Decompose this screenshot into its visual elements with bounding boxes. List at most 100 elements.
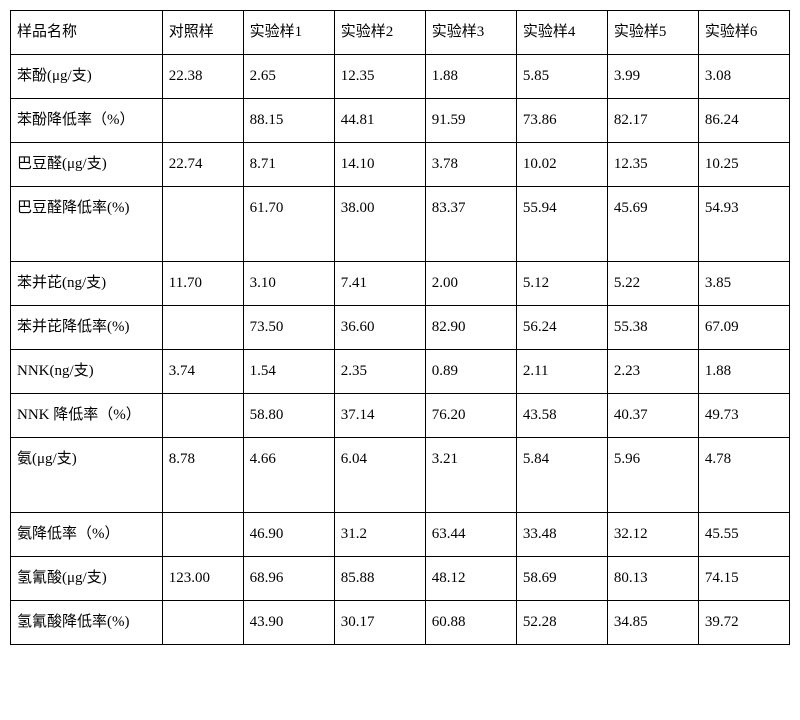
row-label: 氢氰酸降低率(%) [11,601,163,645]
cell-value: 2.00 [425,262,516,306]
col-header: 实验样2 [334,11,425,55]
cell-value: 1.88 [698,350,789,394]
table-row: 苯并芘降低率(%)73.5036.6082.9056.2455.3867.09 [11,306,790,350]
cell-value: 37.14 [334,394,425,438]
cell-value: 58.69 [516,557,607,601]
cell-value: 55.94 [516,187,607,262]
cell-value: 2.23 [607,350,698,394]
cell-value: 2.11 [516,350,607,394]
row-label: NNK 降低率（%） [11,394,163,438]
cell-value: 0.89 [425,350,516,394]
col-header: 实验样1 [243,11,334,55]
cell-value: 6.04 [334,438,425,513]
cell-value: 3.10 [243,262,334,306]
table-row: 巴豆醛降低率(%)61.7038.0083.3755.9445.6954.93 [11,187,790,262]
cell-value: 68.96 [243,557,334,601]
table-row: NNK 降低率（%）58.8037.1476.2043.5840.3749.73 [11,394,790,438]
cell-value: 43.90 [243,601,334,645]
table-row: 巴豆醛(μg/支)22.748.7114.103.7810.0212.3510.… [11,143,790,187]
row-label: 巴豆醛降低率(%) [11,187,163,262]
cell-value: 2.35 [334,350,425,394]
cell-value: 12.35 [334,55,425,99]
cell-value: 10.25 [698,143,789,187]
cell-value: 34.85 [607,601,698,645]
cell-value: 83.37 [425,187,516,262]
cell-value: 5.85 [516,55,607,99]
cell-value: 7.41 [334,262,425,306]
row-label: 氨降低率（%） [11,513,163,557]
cell-value: 63.44 [425,513,516,557]
cell-value: 31.2 [334,513,425,557]
cell-value: 12.35 [607,143,698,187]
cell-value: 88.15 [243,99,334,143]
cell-value: 45.55 [698,513,789,557]
col-header: 实验样6 [698,11,789,55]
cell-value: 4.66 [243,438,334,513]
cell-value: 22.74 [162,143,243,187]
cell-value: 52.28 [516,601,607,645]
cell-value: 85.88 [334,557,425,601]
cell-value: 14.10 [334,143,425,187]
col-header: 实验样5 [607,11,698,55]
table-body: 苯酚(μg/支)22.382.6512.351.885.853.993.08苯酚… [11,55,790,645]
table-row: NNK(ng/支)3.741.542.350.892.112.231.88 [11,350,790,394]
table-row: 氢氰酸(μg/支)123.0068.9685.8848.1258.6980.13… [11,557,790,601]
cell-value: 3.08 [698,55,789,99]
cell-value [162,99,243,143]
col-header: 样品名称 [11,11,163,55]
cell-value: 5.96 [607,438,698,513]
cell-value: 30.17 [334,601,425,645]
cell-value: 5.12 [516,262,607,306]
col-header: 实验样3 [425,11,516,55]
cell-value: 3.21 [425,438,516,513]
cell-value: 67.09 [698,306,789,350]
row-label: 苯酚(μg/支) [11,55,163,99]
cell-value: 36.60 [334,306,425,350]
cell-value: 33.48 [516,513,607,557]
cell-value: 49.73 [698,394,789,438]
cell-value [162,187,243,262]
cell-value: 44.81 [334,99,425,143]
cell-value: 3.85 [698,262,789,306]
table-row: 苯酚降低率（%）88.1544.8191.5973.8682.1786.24 [11,99,790,143]
cell-value: 86.24 [698,99,789,143]
cell-value: 45.69 [607,187,698,262]
cell-value [162,394,243,438]
row-label: 苯并芘降低率(%) [11,306,163,350]
cell-value: 43.58 [516,394,607,438]
cell-value: 8.71 [243,143,334,187]
cell-value: 8.78 [162,438,243,513]
row-label: 巴豆醛(μg/支) [11,143,163,187]
cell-value: 40.37 [607,394,698,438]
cell-value: 4.78 [698,438,789,513]
cell-value: 76.20 [425,394,516,438]
cell-value [162,513,243,557]
table-row: 氨降低率（%） 46.9031.263.4433.4832.1245.55 [11,513,790,557]
cell-value: 32.12 [607,513,698,557]
cell-value [162,306,243,350]
cell-value: 123.00 [162,557,243,601]
data-table: 样品名称 对照样 实验样1 实验样2 实验样3 实验样4 实验样5 实验样6 苯… [10,10,790,645]
table-row: 氢氰酸降低率(%)43.9030.1760.8852.2834.8539.72 [11,601,790,645]
col-header: 对照样 [162,11,243,55]
cell-value: 11.70 [162,262,243,306]
cell-value: 22.38 [162,55,243,99]
cell-value: 3.99 [607,55,698,99]
row-label: 氢氰酸(μg/支) [11,557,163,601]
cell-value: 55.38 [607,306,698,350]
table-row: 苯酚(μg/支)22.382.6512.351.885.853.993.08 [11,55,790,99]
table-header-row: 样品名称 对照样 实验样1 实验样2 实验样3 实验样4 实验样5 实验样6 [11,11,790,55]
cell-value: 2.65 [243,55,334,99]
cell-value: 3.74 [162,350,243,394]
cell-value: 46.90 [243,513,334,557]
cell-value: 5.22 [607,262,698,306]
cell-value: 5.84 [516,438,607,513]
col-header: 实验样4 [516,11,607,55]
row-label: 苯酚降低率（%） [11,99,163,143]
cell-value: 39.72 [698,601,789,645]
cell-value: 74.15 [698,557,789,601]
table-row: 苯并芘(ng/支)11.703.107.412.005.125.223.85 [11,262,790,306]
cell-value: 73.50 [243,306,334,350]
cell-value: 91.59 [425,99,516,143]
cell-value: 82.17 [607,99,698,143]
